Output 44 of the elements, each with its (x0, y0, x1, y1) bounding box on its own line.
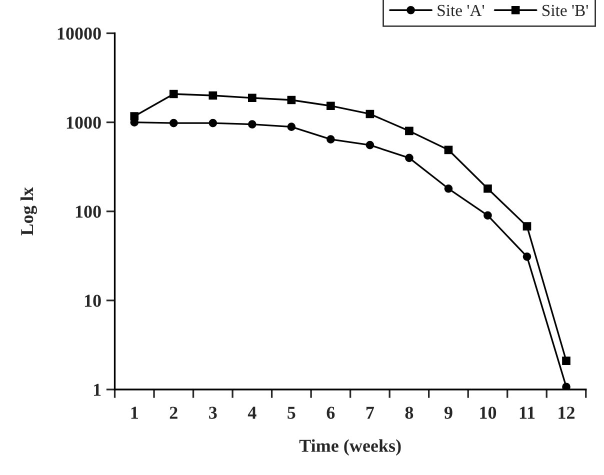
y-tick-label: 1000 (66, 116, 101, 129)
point (522, 252, 532, 261)
point (405, 126, 414, 136)
x-tick-label: 7 (366, 406, 374, 419)
x-tick-label: 11 (520, 406, 535, 419)
x-tick-label: 4 (248, 406, 256, 419)
x-tick-label: 1 (131, 406, 138, 419)
point (444, 184, 453, 193)
point (484, 211, 492, 220)
point (248, 94, 256, 102)
x-tick-label: 10 (480, 406, 496, 419)
point (248, 120, 256, 128)
legend-label: Site 'B' (542, 4, 588, 16)
point (169, 118, 178, 128)
y-axis-title: Log lx (20, 187, 37, 236)
y-tick-label: 10 (84, 294, 101, 307)
y-tick-label: 100 (76, 206, 101, 218)
x-tick-label: 8 (405, 406, 414, 419)
point (405, 154, 414, 162)
y-tick-label: 10000 (58, 28, 101, 40)
point (287, 96, 296, 104)
point (130, 112, 139, 120)
point (169, 90, 178, 98)
point (287, 122, 296, 131)
point (208, 91, 218, 100)
point (366, 140, 374, 150)
x-tick-label: 5 (288, 406, 296, 419)
x-tick-label: 9 (444, 406, 452, 419)
point (444, 146, 453, 154)
point (326, 102, 335, 110)
point (366, 110, 374, 118)
point (484, 184, 492, 193)
x-axis-title: Time (weeks) (299, 439, 401, 456)
legend-label: Site 'A' (438, 4, 484, 16)
x-tick-label: 6 (326, 406, 335, 419)
point (522, 222, 532, 230)
point (326, 135, 335, 144)
point (562, 356, 570, 365)
point (208, 118, 218, 128)
y-tick-label: 1 (94, 384, 101, 396)
point (562, 382, 570, 390)
x-tick-label: 2 (170, 406, 178, 419)
x-tick-label: 12 (558, 406, 574, 419)
x-tick-label: 3 (209, 406, 217, 419)
